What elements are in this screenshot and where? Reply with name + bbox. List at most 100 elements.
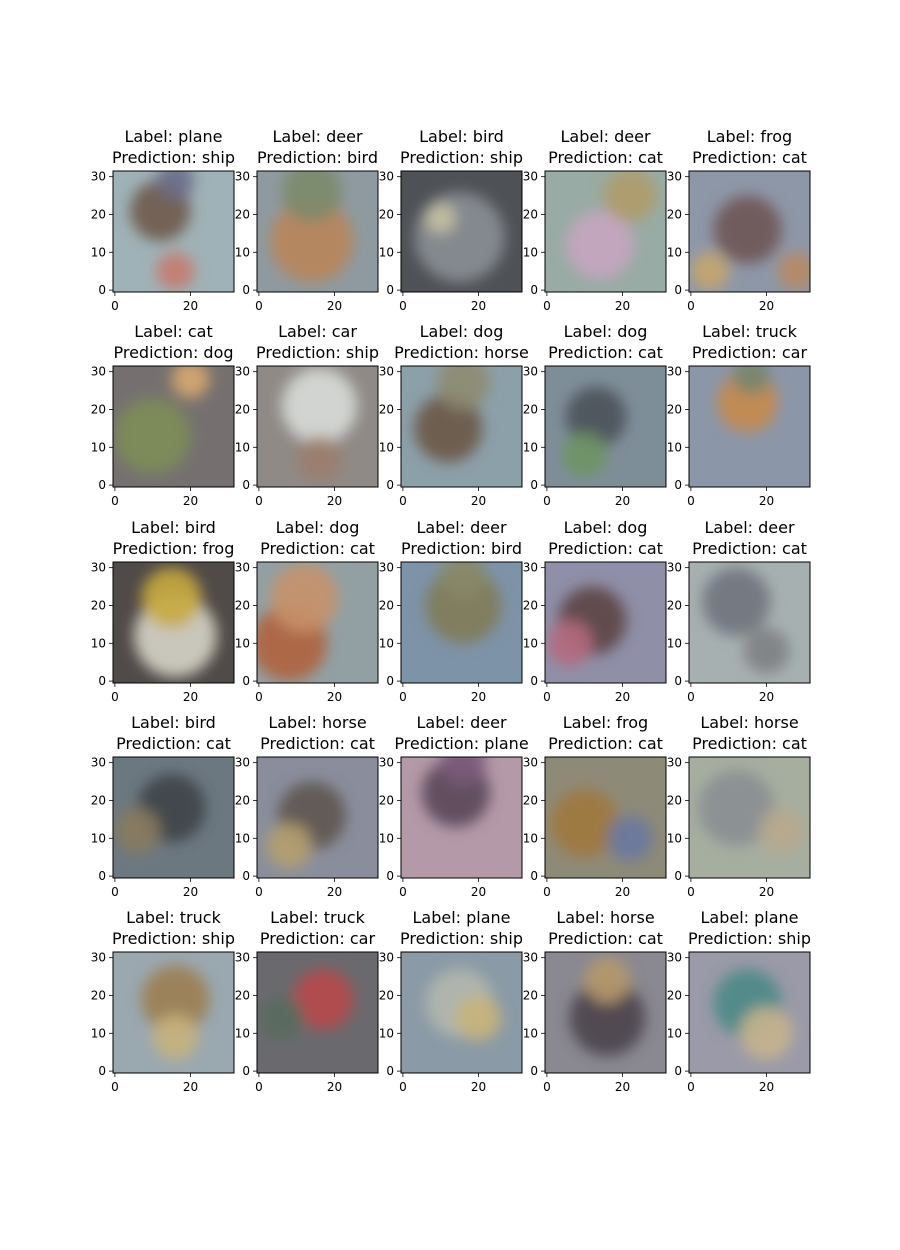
image-region: [156, 171, 195, 200]
subplot-prediction-title: Prediction: cat: [692, 734, 807, 753]
image-region: [152, 1014, 199, 1060]
subplot: Label: car Prediction: ship 0 10 20 30 0 20: [235, 322, 379, 508]
x-tick-label: 0: [111, 1080, 119, 1094]
image-region: [603, 171, 657, 223]
y-tick-label: 10: [235, 831, 250, 845]
axes-frame: [688, 170, 811, 293]
x-tick-label: 0: [399, 494, 407, 508]
y-tick-label: 30: [235, 365, 250, 379]
x-tick-label: 20: [759, 494, 774, 508]
subplot-label-title: Label: plane: [124, 127, 222, 146]
image-region: [281, 171, 343, 223]
y-tick-label: 30: [523, 170, 538, 184]
y-tick-label: 30: [667, 365, 682, 379]
x-tick-label: 20: [183, 1080, 198, 1094]
heatmap-image: [257, 171, 378, 292]
subplot: Label: dog Prediction: horse 0 10 20 30 0 20: [379, 322, 529, 508]
x-tick-label: 20: [615, 299, 630, 313]
x-tick-label: 0: [399, 885, 407, 899]
x-tick-label: 20: [471, 299, 486, 313]
heatmap-image: [689, 757, 810, 878]
heatmap-image: [545, 171, 666, 292]
x-tick-label: 0: [687, 494, 695, 508]
y-tick-label: 10: [91, 1026, 106, 1040]
subplot-prediction-title: Prediction: horse: [394, 343, 529, 362]
y-tick-label: 30: [523, 951, 538, 965]
image-region: [292, 969, 354, 1030]
y-tick-label: 10: [667, 636, 682, 650]
y-tick-label: 30: [91, 561, 106, 575]
y-tick-label: 0: [98, 283, 106, 297]
heatmap-image: [545, 562, 666, 683]
heatmap-image: [401, 366, 522, 487]
y-tick-label: 0: [386, 478, 394, 492]
y-tick-label: 20: [667, 988, 682, 1002]
heatmap-image: [545, 366, 666, 487]
subplot-prediction-title: Prediction: car: [260, 929, 376, 948]
y-tick-label: 10: [91, 440, 106, 454]
subplot: Label: deer Prediction: cat 0 10 20 30 0 20: [667, 518, 811, 704]
y-tick-label: 30: [91, 756, 106, 770]
y-tick-label: 0: [242, 1064, 250, 1078]
image-region: [777, 252, 810, 291]
y-tick-label: 20: [379, 988, 394, 1002]
subplot: Label: truck Prediction: ship 0 10 20 30 0 20: [91, 908, 235, 1094]
subplot-prediction-title: Prediction: cat: [548, 929, 663, 948]
y-tick-label: 30: [235, 756, 250, 770]
y-tick-label: 0: [386, 869, 394, 883]
subplot: Label: frog Prediction: cat 0 10 20 30 0 20: [667, 127, 811, 313]
subplot-label-title: Label: deer: [560, 127, 650, 146]
image-region: [440, 562, 487, 598]
y-tick-label: 10: [235, 440, 250, 454]
y-tick-label: 0: [242, 478, 250, 492]
y-tick-label: 30: [667, 951, 682, 965]
x-tick-label: 0: [255, 494, 263, 508]
subplot-prediction-title: Prediction: ship: [400, 148, 523, 167]
x-tick-label: 20: [183, 885, 198, 899]
x-tick-label: 0: [111, 690, 119, 704]
x-tick-label: 0: [255, 1080, 263, 1094]
image-region: [565, 210, 634, 279]
subplot-prediction-title: Prediction: car: [692, 343, 808, 362]
subplot-prediction-title: Prediction: cat: [692, 148, 807, 167]
x-tick-label: 0: [399, 1080, 407, 1094]
y-tick-label: 10: [379, 1026, 394, 1040]
y-tick-label: 10: [91, 831, 106, 845]
subplot-label-title: Label: deer: [416, 713, 506, 732]
image-region: [281, 367, 358, 444]
x-tick-label: 0: [543, 885, 551, 899]
x-tick-label: 20: [183, 494, 198, 508]
y-tick-label: 30: [91, 365, 106, 379]
y-tick-label: 30: [667, 561, 682, 575]
subplot-prediction-title: Prediction: dog: [113, 343, 233, 362]
axes-frame: [688, 756, 811, 879]
axes-frame: [688, 365, 811, 488]
axes-frame: [256, 561, 379, 684]
y-tick-label: 20: [667, 402, 682, 416]
image-region: [743, 628, 790, 674]
subplot: Label: bird Prediction: cat 0 10 20 30 0 20: [91, 713, 235, 899]
y-tick-label: 0: [98, 869, 106, 883]
y-tick-label: 20: [667, 207, 682, 221]
subplot: Label: deer Prediction: bird 0 10 20 30 0 20: [235, 127, 379, 313]
subplot-label-title: Label: plane: [412, 908, 510, 927]
subplot: Label: cat Prediction: dog 0 10 20 30 0 20: [91, 322, 235, 508]
image-region: [258, 995, 305, 1041]
subplot-prediction-title: Prediction: ship: [112, 148, 235, 167]
subplot-prediction-title: Prediction: ship: [688, 929, 811, 948]
subplot: Label: bird Prediction: frog 0 10 20 30 0 20: [91, 518, 235, 704]
y-tick-label: 0: [674, 283, 682, 297]
x-tick-label: 20: [327, 494, 342, 508]
y-tick-label: 0: [674, 674, 682, 688]
subplot: Label: deer Prediction: cat 0 10 20 30 0 20: [523, 127, 667, 313]
x-tick-label: 0: [687, 299, 695, 313]
image-region: [607, 815, 653, 861]
heatmap-image: [689, 171, 810, 292]
y-tick-label: 20: [91, 598, 106, 612]
subplot: Label: horse Prediction: cat 0 10 20 30 0 20: [667, 713, 811, 899]
axes-frame: [400, 756, 523, 879]
y-tick-label: 10: [235, 1026, 250, 1040]
x-tick-label: 0: [543, 299, 551, 313]
subplot: Label: plane Prediction: ship 0 10 20 30 0 20: [667, 908, 811, 1094]
subplot: Label: truck Prediction: car 0 10 20 30 0 20: [667, 322, 811, 508]
